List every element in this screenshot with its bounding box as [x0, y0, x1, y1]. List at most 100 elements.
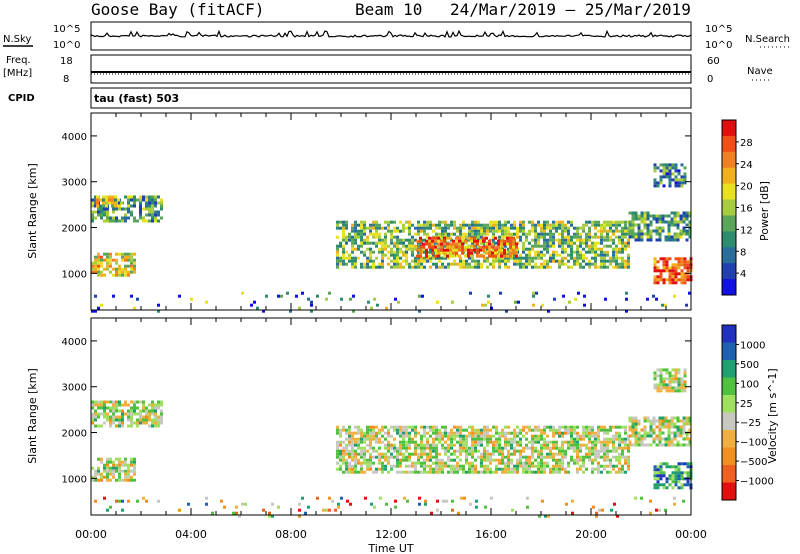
- echo-cell: [459, 437, 462, 441]
- echo-cell: [484, 303, 487, 307]
- echo-cell: [597, 220, 600, 224]
- echo-cell: [646, 232, 650, 236]
- echo-cell: [342, 226, 345, 230]
- echo-cell: [640, 217, 644, 221]
- colorbar-tick-label: 500: [740, 360, 759, 371]
- echo-cell: [444, 461, 447, 465]
- echo-cell: [558, 467, 561, 471]
- echo-cell: [345, 458, 348, 462]
- echo-cell: [465, 437, 468, 441]
- echo-cell: [534, 223, 537, 227]
- freq-panel: Freq. [MHz] 18 8 60 0 Nave: [3, 54, 773, 85]
- echo-cell: [443, 251, 446, 255]
- echo-cell: [621, 220, 624, 224]
- echo-cell: [558, 220, 561, 224]
- echo-cell: [653, 386, 657, 390]
- echo-cell: [452, 242, 455, 246]
- echo-cell: [462, 238, 465, 242]
- echo-cell: [340, 496, 343, 500]
- echo-region: [336, 220, 630, 269]
- echo-cell: [336, 443, 339, 447]
- echo-cell: [121, 409, 124, 413]
- echo-cell: [115, 418, 118, 422]
- echo-cell: [420, 265, 423, 269]
- echo-cell: [348, 259, 351, 263]
- echo-cell: [686, 269, 690, 273]
- echo-cell: [553, 297, 556, 301]
- echo-cell: [438, 220, 441, 224]
- echo-cell: [495, 467, 498, 471]
- echo-cell: [522, 229, 525, 233]
- echo-cell: [668, 169, 672, 173]
- echo-cell: [160, 418, 163, 422]
- echo-cell: [112, 400, 115, 404]
- echo-cell: [546, 455, 549, 459]
- echo-cell: [615, 470, 618, 474]
- echo-cell: [160, 201, 163, 205]
- echo-cell: [522, 461, 525, 465]
- echo-cell: [677, 272, 681, 276]
- echo-cell: [474, 464, 477, 468]
- echo-cell: [449, 242, 452, 246]
- echo-cell: [603, 428, 606, 432]
- echo-cell: [94, 264, 97, 268]
- echo-cell: [375, 223, 378, 227]
- echo-cell: [673, 211, 677, 215]
- echo-cell: [447, 449, 450, 453]
- echo-cell: [396, 449, 399, 453]
- echo-cell: [674, 377, 678, 381]
- echo-cell: [594, 250, 597, 254]
- echo-cell: [501, 226, 504, 230]
- echo-cell: [677, 257, 681, 261]
- echo-cell: [489, 458, 492, 462]
- echo-cell: [643, 416, 647, 420]
- echo-cell: [573, 262, 576, 266]
- echo-cell: [567, 220, 570, 224]
- echo-cell: [419, 245, 422, 249]
- echo-cell: [594, 241, 597, 245]
- echo-cell: [492, 458, 495, 462]
- echo-cell: [456, 428, 459, 432]
- echo-cell: [115, 478, 118, 482]
- echo-cell: [603, 431, 606, 435]
- echo-cell: [118, 418, 121, 422]
- echo-cell: [426, 226, 429, 230]
- echo-cell: [345, 226, 348, 230]
- echo-cell: [372, 220, 375, 224]
- y-tick-label: 2000: [62, 429, 87, 440]
- echo-cell: [489, 220, 492, 224]
- echo-cell: [443, 242, 446, 246]
- echo-cell: [674, 389, 678, 393]
- echo-cell: [646, 416, 650, 420]
- echo-cell: [546, 232, 549, 236]
- echo-cell: [615, 265, 618, 269]
- echo-cell: [360, 452, 363, 456]
- echo-cell: [370, 502, 373, 506]
- echo-cell: [668, 465, 672, 469]
- echo-cell: [130, 210, 133, 214]
- echo-cell: [328, 291, 331, 295]
- echo-cell: [363, 220, 366, 224]
- echo-cell: [127, 204, 130, 208]
- echo-cell: [441, 220, 444, 224]
- echo-cell: [686, 266, 690, 270]
- echo-cell: [367, 300, 370, 304]
- echo-cell: [537, 223, 540, 227]
- echo-cell: [124, 255, 127, 259]
- echo-cell: [402, 253, 405, 257]
- echo-cell: [405, 458, 408, 462]
- echo-cell: [671, 474, 675, 478]
- echo-cell: [516, 443, 519, 447]
- echo-cell: [428, 245, 431, 249]
- echo-cell: [525, 238, 528, 242]
- echo-cell: [157, 421, 160, 425]
- echo-cell: [118, 400, 121, 404]
- echo-cell: [525, 461, 528, 465]
- echo-cell: [588, 247, 591, 251]
- echo-cell: [656, 374, 660, 378]
- echo-cell: [422, 242, 425, 246]
- echo-cell: [555, 238, 558, 242]
- echo-cell: [458, 248, 461, 252]
- echo-cell: [656, 266, 660, 270]
